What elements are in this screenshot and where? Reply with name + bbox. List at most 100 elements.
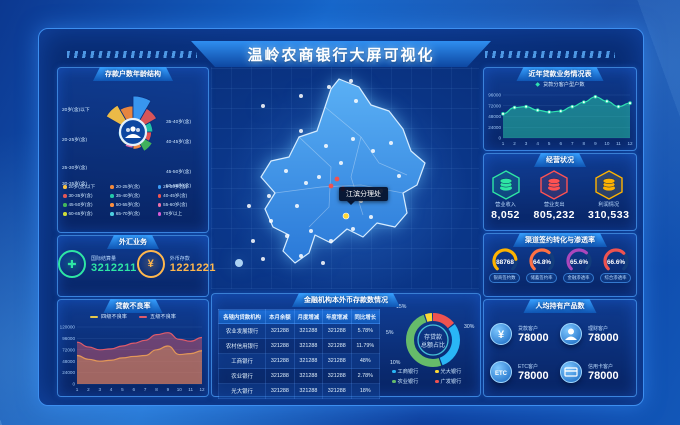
table-cell: 5.78% xyxy=(350,323,381,339)
table-header-cell: 月度增减 xyxy=(293,309,324,324)
gauge[interactable]: 65.6% 金融渗透率 xyxy=(562,247,596,283)
dashboard-frame: 温岭农商银行大屏可视化 存款户数年龄结构 20岁(含)以下 20-25岁(含) 25… xyxy=(38,28,644,406)
table-row[interactable]: 工商银行 321288 321288 321288 48% xyxy=(217,353,381,369)
operation-stat-label: 利润情况 xyxy=(598,202,620,208)
table-header-cell: 本月余额 xyxy=(265,309,295,324)
map-dot xyxy=(327,85,331,89)
map-dot xyxy=(269,219,273,223)
gauge-label: 综合渗透率 xyxy=(599,273,632,283)
legend-dot-icon xyxy=(63,185,67,189)
legend-item: 四级不良率 xyxy=(90,313,127,320)
svg-text:总额占比: 总额占比 xyxy=(421,341,445,349)
legend-label: 25-30岁(含) xyxy=(163,184,188,189)
hexagon-coin-icon xyxy=(540,170,568,200)
product-stat-label: 信用卡客户 xyxy=(588,363,614,370)
forex-stat-label: 国际结算量 xyxy=(91,255,117,262)
svg-text:10: 10 xyxy=(604,141,610,146)
svg-text:8: 8 xyxy=(155,387,158,392)
map-dot xyxy=(351,137,355,141)
map-dot xyxy=(329,239,333,243)
legend-dot-icon xyxy=(435,369,439,374)
legend-mark-icon xyxy=(139,315,147,318)
map-dot xyxy=(299,94,303,98)
map-dot-red xyxy=(334,176,340,182)
operation-stat: 营业支出 805,232 xyxy=(534,170,575,221)
product-stat: 信用卡客户 78000 xyxy=(560,353,630,391)
header-bar: 温岭农商银行大屏可视化 xyxy=(191,41,491,67)
svg-text:11: 11 xyxy=(188,387,193,392)
legend-dot-icon xyxy=(110,194,114,198)
product-stat: ETC ETC客户 78000 xyxy=(490,353,560,391)
map-dot xyxy=(397,174,401,178)
page-title: 温岭农商银行大屏可视化 xyxy=(247,46,435,64)
legend-item: 工商银行 xyxy=(392,368,435,375)
map-dot xyxy=(235,259,243,267)
table-row[interactable]: 农业发展银行 321288 321288 321288 5.78% xyxy=(217,323,381,339)
svg-text:5: 5 xyxy=(548,141,551,146)
legend-label: 55-60岁(含) xyxy=(163,202,188,207)
operation-stats: 营业收入 8,052 营业支出 805,232 利润情况 310,533 xyxy=(484,170,636,221)
legend-item: 光大银行 xyxy=(435,368,478,375)
legend-item: 广发银行 xyxy=(435,378,478,385)
table-cell: 农村信用银行 xyxy=(217,338,267,354)
panel-gauges: 渠道签约转化与渗透率 88768 银商签约数 64.8% 储蓄签约率 65.6% 金融渗透… xyxy=(483,233,637,297)
age-rose-chart[interactable]: 20岁(含)以下 20-25岁(含) 25-30岁(含) 30-35岁(含) 35-40… xyxy=(58,80,208,189)
legend-item: 五级不良率 xyxy=(139,313,176,320)
product-stat-value: 78000 xyxy=(518,331,549,344)
donut-segment xyxy=(406,313,460,367)
map-dot xyxy=(285,234,289,238)
panel-operation-title: 经营状况 xyxy=(534,153,586,167)
gauge-arc: 66.6% xyxy=(602,248,629,271)
product-stat-text: ETC客户 78000 xyxy=(518,363,549,382)
forex-stat: ¥ 外币存款 1221221 xyxy=(136,250,216,278)
legend-dot-icon xyxy=(63,212,67,216)
map-dot xyxy=(251,239,255,243)
gauge[interactable]: 88768 银商签约数 xyxy=(488,247,522,283)
legend-item: 70岁以上 xyxy=(157,211,203,217)
svg-text:4: 4 xyxy=(110,387,113,392)
loan-share-donut[interactable]: 存贷款 总额占比 15% 5% 10% 30% xyxy=(386,304,478,394)
svg-text:120000: 120000 xyxy=(60,325,75,330)
donut-callout-label: 5% xyxy=(386,330,394,336)
svg-text:1: 1 xyxy=(502,141,505,146)
legend-dot-icon xyxy=(63,194,67,198)
legend-label: 50-55岁(含) xyxy=(115,202,140,207)
panel-operation: 经营状况 营业收入 8,052 营业支出 805,232 利润情况 310,533 xyxy=(483,153,637,231)
svg-text:48000: 48000 xyxy=(62,359,75,364)
operation-stat-label: 营业收入 xyxy=(495,202,516,208)
product-stat-value: 78000 xyxy=(588,331,619,344)
table-row[interactable]: 光大银行 321288 321288 321288 18% xyxy=(217,383,381,399)
legend-dot-icon xyxy=(435,379,439,384)
table-header-cell: 同比增长 xyxy=(350,309,381,324)
table-cell: 321288 xyxy=(265,323,295,339)
panel-age-title: 存款户数年龄结构 xyxy=(93,67,173,81)
svg-text:3: 3 xyxy=(98,387,101,392)
legend-label: 70岁以上 xyxy=(163,211,183,216)
map-dot xyxy=(339,161,343,165)
table-row[interactable]: 农村信用银行 321288 321288 321288 11.79% xyxy=(217,338,381,354)
county-map[interactable] xyxy=(211,67,479,289)
gauge[interactable]: 64.8% 储蓄签约率 xyxy=(525,247,559,283)
legend-label: 工商银行 xyxy=(397,369,419,375)
gauge[interactable]: 66.6% 综合渗透率 xyxy=(599,247,633,283)
panel-trend-title: 近年贷款业务情况表 xyxy=(517,67,604,81)
table-cell: 321288 xyxy=(293,353,324,369)
legend-label: 四级不良率 xyxy=(101,314,127,320)
legend-label: 光大银行 xyxy=(440,369,462,375)
product-stat-value: 78000 xyxy=(588,369,619,382)
legend-dot-icon xyxy=(392,379,396,384)
svg-text:88768: 88768 xyxy=(496,259,514,266)
table-cell: 321288 xyxy=(322,368,352,384)
legend-item: 20-25岁(含) xyxy=(110,184,155,190)
legend-item: 35-40岁(含) xyxy=(110,193,155,199)
map-dot xyxy=(284,169,288,173)
svg-text:66.6%: 66.6% xyxy=(606,259,624,266)
people-icon xyxy=(125,126,141,138)
deposits-table[interactable]: 各辖内贷款机构 本月余额 月度增减 年度增减 同比增长 农业发展银行 321288 32128… xyxy=(217,309,381,399)
panel-deposits-title: 金融机构本外币存款数情况 xyxy=(292,293,400,307)
svg-text:64.8%: 64.8% xyxy=(532,259,550,266)
table-row[interactable]: 农业银行 321288 321288 321288 2.78% xyxy=(217,368,381,384)
table-cell: 18% xyxy=(350,383,381,399)
